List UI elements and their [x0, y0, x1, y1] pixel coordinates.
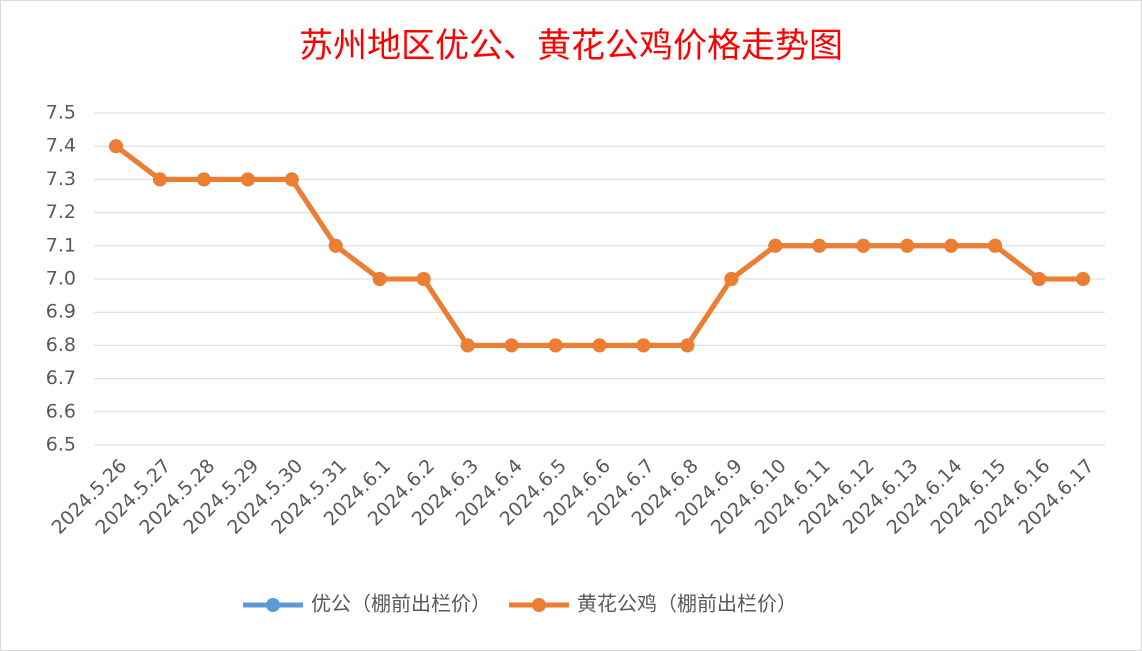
marker — [328, 238, 343, 253]
marker — [548, 338, 563, 353]
marker — [812, 238, 827, 253]
y-tick-label: 7.2 — [46, 201, 76, 223]
legend-label: 优公（棚前出栏价） — [311, 592, 491, 616]
chart-title: 苏州地区优公、黄花公鸡价格走势图 — [299, 26, 843, 66]
y-tick-label: 6.5 — [46, 434, 76, 456]
marker — [680, 338, 695, 353]
marker — [944, 238, 959, 253]
legend-marker — [266, 598, 280, 612]
marker — [1076, 272, 1091, 286]
marker — [240, 172, 255, 187]
marker — [460, 338, 475, 353]
legend-label: 黄花公鸡（棚前出栏价） — [577, 592, 797, 616]
marker — [900, 238, 915, 253]
y-tick-label: 7.3 — [46, 168, 76, 190]
y-tick-label: 7.0 — [46, 268, 76, 290]
y-tick-label: 6.9 — [46, 301, 76, 323]
marker — [108, 139, 123, 154]
marker — [1032, 272, 1047, 286]
marker — [592, 338, 607, 353]
legend-marker — [532, 598, 546, 612]
marker — [856, 238, 871, 253]
y-tick-label: 7.4 — [46, 135, 76, 157]
marker — [768, 238, 783, 253]
marker — [284, 172, 299, 187]
y-tick-label: 6.6 — [46, 400, 76, 422]
marker — [196, 172, 211, 187]
marker — [416, 272, 431, 286]
marker — [152, 172, 167, 187]
y-tick-label: 6.7 — [46, 367, 76, 389]
marker — [724, 272, 739, 286]
y-tick-label: 7.5 — [46, 102, 76, 124]
y-tick-label: 6.8 — [46, 334, 76, 356]
marker — [636, 338, 651, 353]
marker — [988, 238, 1003, 253]
marker — [372, 272, 387, 286]
y-tick-label: 7.1 — [46, 234, 76, 256]
marker — [504, 338, 519, 353]
